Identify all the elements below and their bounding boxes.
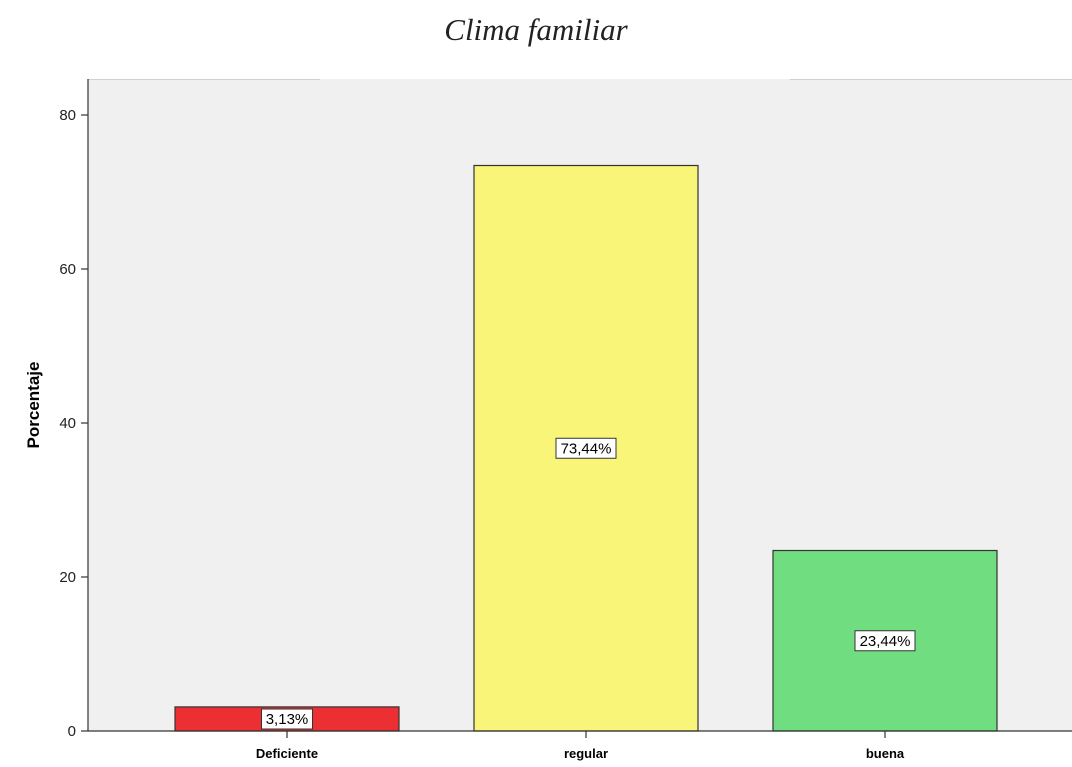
data-label-box (555, 437, 617, 459)
y-tick-label: 60 (59, 261, 76, 278)
data-label-box (261, 708, 313, 730)
data-label: 3,13% (266, 711, 309, 728)
y-tick-label: 80 (59, 107, 76, 124)
y-axis-title: Porcentaje (24, 362, 43, 449)
data-label: 23,44% (860, 633, 911, 650)
y-tick-label: 40 (59, 415, 76, 432)
y-tick-label: 0 (68, 723, 76, 740)
chart-title: Clima familiar (444, 12, 628, 47)
data-label: 73,44% (561, 440, 612, 457)
x-tick-label: Deficiente (256, 746, 318, 761)
x-tick-label: buena (866, 746, 905, 761)
data-label-box (854, 630, 916, 652)
y-tick-label: 20 (59, 569, 76, 586)
x-tick-label: regular (564, 746, 608, 761)
